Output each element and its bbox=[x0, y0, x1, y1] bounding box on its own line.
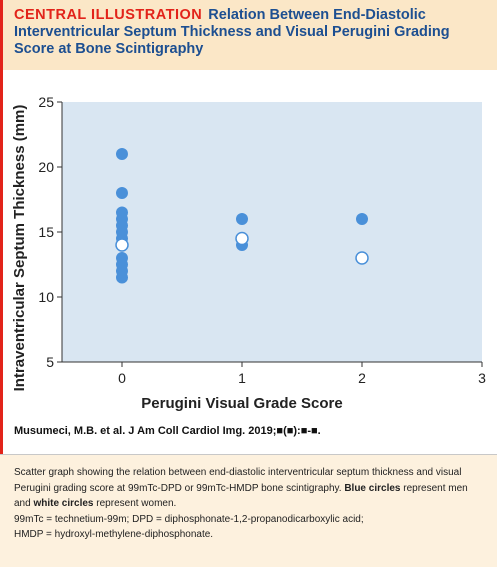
data-point-men bbox=[116, 148, 128, 160]
accent-rule bbox=[0, 0, 3, 460]
x-tick-label: 0 bbox=[118, 370, 126, 386]
divider bbox=[0, 454, 497, 455]
data-point-men bbox=[236, 213, 248, 225]
y-tick-label: 20 bbox=[38, 159, 54, 175]
caption-white-label: white circles bbox=[33, 498, 94, 509]
scatter-chart: 5 10 15 20 25 0 1 2 3 Perugini Visual Grade Score… bbox=[0, 70, 497, 420]
data-point-men bbox=[116, 187, 128, 199]
caption-abbrev-2: HMDP = hydroxyl-methylene-diphosphonate. bbox=[14, 529, 214, 540]
x-tick-label: 3 bbox=[478, 370, 486, 386]
caption-white-text: represent women. bbox=[96, 498, 177, 509]
illustration-tag: CENTRAL ILLUSTRATION bbox=[14, 7, 203, 23]
data-point-men bbox=[356, 213, 368, 225]
x-tick-label: 1 bbox=[238, 370, 246, 386]
data-point-women bbox=[115, 238, 129, 252]
y-tick-label: 15 bbox=[38, 224, 54, 240]
data-point-men bbox=[116, 271, 128, 284]
y-tick-label: 10 bbox=[38, 289, 54, 305]
data-point-women bbox=[235, 231, 249, 246]
caption: Scatter graph showing the relation betwe… bbox=[14, 465, 484, 543]
header-band: CENTRAL ILLUSTRATION Relation Between End… bbox=[0, 0, 497, 70]
illustration-title-text: Relation Between End-Diastolic Intervent… bbox=[14, 7, 450, 57]
scatter-plot: 5 10 15 20 25 0 1 2 3 Perugini Visual Grade Score… bbox=[11, 94, 486, 412]
y-tick-label: 5 bbox=[46, 354, 54, 370]
data-point-women bbox=[355, 251, 369, 265]
plot-background bbox=[62, 102, 482, 362]
x-axis-title: Perugini Visual Grade Score bbox=[141, 395, 342, 412]
citation: Musumeci, M.B. et al. J Am Coll Cardiol … bbox=[14, 425, 321, 437]
illustration-title: CENTRAL ILLUSTRATION Relation Between End… bbox=[14, 7, 484, 58]
x-tick-label: 2 bbox=[358, 370, 366, 386]
caption-box: Scatter graph showing the relation betwe… bbox=[0, 455, 497, 567]
y-axis-title: Intraventricular Septum Thickness (mm) bbox=[11, 105, 28, 392]
caption-blue-label: Blue circles bbox=[344, 482, 401, 494]
caption-blue-text: represent men and bbox=[14, 482, 468, 510]
caption-abbrev-1: 99mTc = technetium-99m; DPD = diphosphon… bbox=[14, 513, 364, 525]
caption-intro: Scatter graph showing the relation betwe… bbox=[14, 467, 462, 494]
y-tick-label: 25 bbox=[38, 94, 54, 110]
